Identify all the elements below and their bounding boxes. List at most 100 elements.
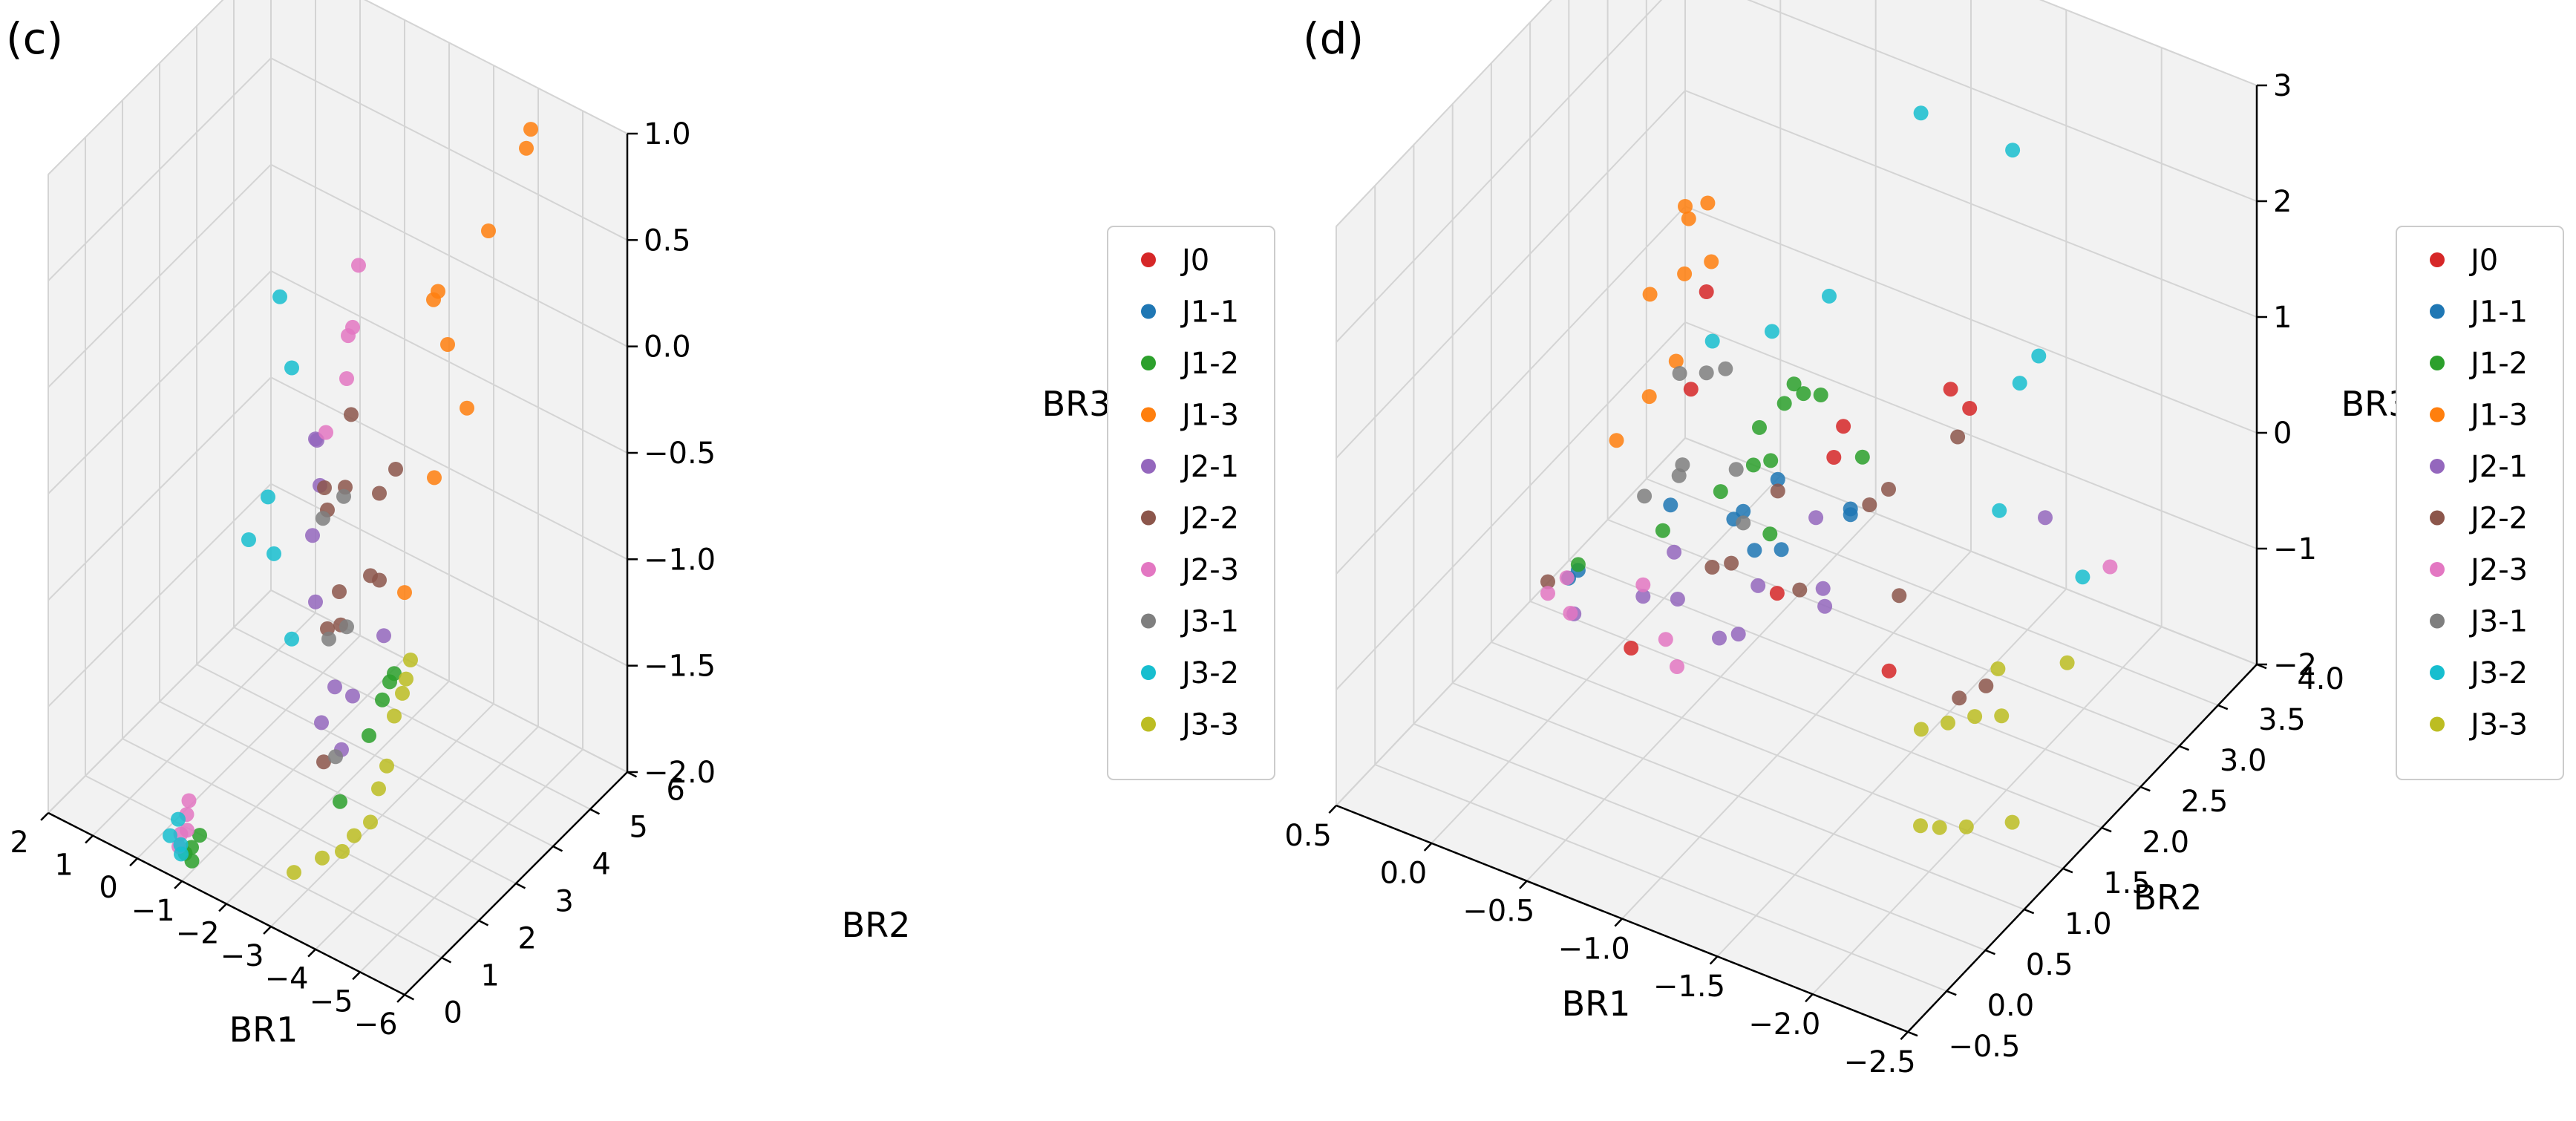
point-J1-3-d bbox=[1677, 266, 1693, 281]
y-tick-d bbox=[2101, 826, 2112, 833]
legend-label-J2-3: J2-3 bbox=[1180, 553, 1239, 587]
y-tick-label-d: 3.5 bbox=[2258, 703, 2306, 737]
point-J1-3-c bbox=[523, 122, 538, 137]
point-J3-2-c bbox=[163, 828, 177, 843]
point-J3-3-c bbox=[347, 828, 362, 843]
point-J3-2-c bbox=[272, 289, 287, 304]
point-J2-2-c bbox=[317, 480, 332, 495]
legend-marker-J1-1 bbox=[1141, 304, 1156, 319]
legend-marker-J3-1 bbox=[1141, 613, 1156, 629]
point-J1-3-d bbox=[1700, 195, 1716, 211]
legend-label-J3-1: J3-1 bbox=[1180, 605, 1239, 639]
point-J3-3-c bbox=[315, 850, 330, 866]
y-tick-label-c: 1 bbox=[480, 959, 499, 993]
point-J3-3-c bbox=[371, 781, 386, 797]
point-J0-d bbox=[1699, 284, 1714, 299]
legend-label-J2-1: J2-1 bbox=[2468, 450, 2528, 484]
y-tick-d bbox=[2139, 785, 2151, 792]
point-J3-2-c bbox=[241, 532, 256, 547]
legend-marker-J1-2 bbox=[1141, 356, 1156, 370]
point-J2-2-d bbox=[1704, 560, 1720, 575]
x-tick-label-c: 1 bbox=[54, 849, 73, 883]
y-tick-label-d: 2.0 bbox=[2142, 826, 2189, 860]
point-J3-1-d bbox=[1699, 365, 1714, 381]
point-J3-2-d bbox=[1704, 333, 1720, 349]
point-J2-3-c bbox=[341, 328, 356, 344]
point-J2-1-c bbox=[305, 528, 320, 543]
z-tick-label-c: 1.0 bbox=[644, 117, 691, 151]
point-J2-3-c bbox=[318, 425, 333, 440]
panel-label-d: (d) bbox=[1303, 13, 1364, 64]
point-J1-2-d bbox=[1786, 376, 1802, 392]
legend-marker-J2-2 bbox=[1141, 510, 1156, 526]
x-tick-c bbox=[85, 834, 94, 844]
legend-label-J0: J0 bbox=[1180, 244, 1209, 278]
point-J1-2-d bbox=[1762, 526, 1778, 542]
x-tick-d bbox=[1519, 880, 1528, 889]
x-tick-d bbox=[1805, 993, 1814, 1003]
legend-label-J3-2: J3-2 bbox=[1180, 656, 1239, 690]
point-J2-2-d bbox=[1540, 574, 1555, 589]
point-J1-3-c bbox=[460, 400, 474, 416]
point-J1-2-c bbox=[382, 674, 397, 690]
point-J2-3-d bbox=[2102, 559, 2118, 575]
point-J2-3-d bbox=[1563, 606, 1578, 621]
z-gridline-d bbox=[1336, 0, 2258, 343]
point-J1-2-d bbox=[1655, 523, 1670, 538]
x-tick-c bbox=[40, 812, 49, 821]
point-J3-1-c bbox=[316, 511, 330, 526]
point-J1-2-d bbox=[1570, 557, 1586, 572]
point-J2-2-d bbox=[1792, 582, 1808, 598]
point-J1-1-d bbox=[1770, 471, 1785, 487]
x-tick-d bbox=[1328, 805, 1337, 814]
y-tick-label-c: 2 bbox=[517, 922, 536, 956]
point-J2-3-d bbox=[1658, 632, 1673, 647]
x-tick-d bbox=[1900, 1031, 1909, 1041]
point-J2-2-d bbox=[1881, 482, 1896, 497]
x-tick-label-c: −2 bbox=[176, 916, 220, 950]
z-gridline-d bbox=[1336, 89, 2258, 459]
z-tick-label-c: −1.5 bbox=[644, 650, 716, 684]
y-tick-d bbox=[2062, 867, 2073, 874]
z-gridline-c bbox=[48, 163, 628, 388]
z-tick-label-c: −1.0 bbox=[644, 543, 716, 577]
legend-marker-J3-2 bbox=[1141, 665, 1156, 680]
point-J2-1-d bbox=[1817, 598, 1833, 614]
y-tick-label-c: 6 bbox=[666, 774, 684, 808]
point-J3-1-c bbox=[339, 619, 354, 635]
legend-marker-J3-3 bbox=[2430, 716, 2445, 732]
z-gridline-d bbox=[1336, 0, 2258, 227]
x-tick-label-d: −0.5 bbox=[1462, 895, 1534, 929]
legend-label-J2-3: J2-3 bbox=[2468, 553, 2528, 587]
y-tick-label-d: 3.0 bbox=[2220, 744, 2267, 778]
point-J1-3-c bbox=[427, 470, 442, 486]
x-tick-c bbox=[352, 971, 361, 981]
x-tick-label-d: −1.0 bbox=[1558, 932, 1630, 966]
y-tick-d bbox=[1946, 990, 1957, 996]
point-J2-3-c bbox=[181, 793, 197, 808]
point-J2-2-d bbox=[1724, 555, 1739, 571]
point-J2-2-d bbox=[1862, 497, 1877, 512]
point-J3-3-c bbox=[387, 708, 402, 724]
y-tick-label-d: 1.5 bbox=[2103, 866, 2151, 901]
point-J1-3-c bbox=[397, 585, 412, 601]
x-tick-label-d: −1.5 bbox=[1653, 970, 1725, 1004]
point-J3-1-c bbox=[321, 631, 336, 647]
point-J2-2-d bbox=[1950, 429, 1966, 445]
point-J3-2-c bbox=[174, 846, 189, 862]
legend-d: J0 J1-1 J1-2 J1-3 J2-1 J2-2 J2-3 J3-1 J3-2 J3-3 bbox=[2396, 226, 2564, 780]
point-J1-2-c bbox=[375, 692, 390, 707]
point-J2-1-d bbox=[1635, 589, 1651, 604]
legend-label-J1-2: J1-2 bbox=[1180, 347, 1239, 381]
point-J3-2-c bbox=[171, 811, 186, 827]
point-J2-3-d bbox=[1559, 570, 1575, 586]
point-J2-1-c bbox=[308, 594, 323, 609]
z-tick-label-c: −0.5 bbox=[644, 437, 716, 471]
x-tick-c bbox=[218, 903, 227, 912]
point-J1-3-d bbox=[1609, 433, 1624, 448]
legend-marker-J1-1 bbox=[2430, 304, 2445, 319]
point-J3-3-c bbox=[379, 758, 394, 774]
legend-marker-J3-2 bbox=[2430, 665, 2445, 680]
x-tick-label-c: 0 bbox=[99, 871, 117, 905]
